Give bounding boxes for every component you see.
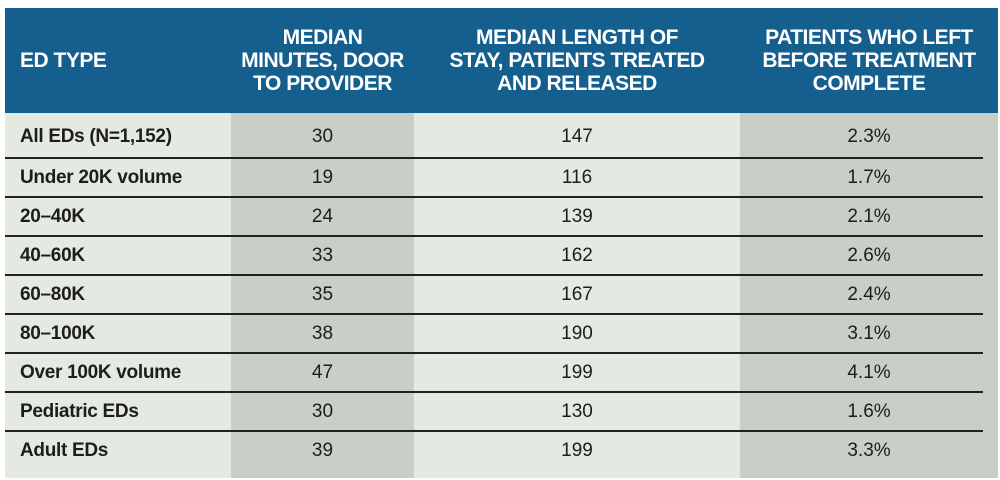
cell-median-length-of-stay: 147 <box>561 126 593 147</box>
table-header-row: ED TYPE MEDIAN MINUTES, DOOR TO PROVIDER… <box>5 8 998 113</box>
cell-left-before-treatment: 2.3% <box>847 126 891 147</box>
col-header-line: BEFORE TREATMENT <box>762 49 976 72</box>
table-row: 80–100K 38 190 3.1% <box>5 314 998 354</box>
col-header-line: ED TYPE <box>20 49 107 72</box>
cell-ed-type: 20–40K <box>20 205 85 227</box>
cell-median-length-of-stay: 199 <box>561 439 593 461</box>
cell-left-before-treatment: 2.4% <box>847 283 891 305</box>
column-background-left-before-treatment <box>740 113 998 478</box>
table-row: Under 20K volume 19 116 1.7% <box>5 158 998 198</box>
column-background-ed-type <box>5 113 231 478</box>
cell-left-before-treatment: 3.1% <box>847 322 891 344</box>
row-separator <box>5 430 983 432</box>
column-background-median-minutes <box>231 113 414 478</box>
row-separator <box>5 235 983 237</box>
cell-ed-type: 40–60K <box>20 244 85 266</box>
column-background-length-of-stay <box>414 113 740 478</box>
table-row: Over 100K volume 47 199 4.1% <box>5 353 998 393</box>
col-header-line: TO PROVIDER <box>253 72 392 95</box>
cell-median-minutes-door-to-provider: 47 <box>311 361 334 383</box>
col-header-line: PATIENTS WHO LEFT <box>765 26 973 49</box>
col-header-median-minutes-door-to-provider: MEDIAN MINUTES, DOOR TO PROVIDER <box>231 26 414 95</box>
cell-median-minutes-door-to-provider: 35 <box>311 283 334 305</box>
table-row: 60–80K 35 167 2.4% <box>5 275 998 315</box>
cell-left-before-treatment: 1.6% <box>847 400 891 422</box>
cell-left-before-treatment: 2.6% <box>847 244 891 266</box>
row-separator <box>5 196 983 198</box>
table-body: All EDs (N=1,152) 30 147 2.3% Under 20K volu… <box>5 113 998 478</box>
table-row: 20–40K 24 139 2.1% <box>5 197 998 237</box>
cell-median-minutes-door-to-provider: 19 <box>311 166 334 188</box>
cell-median-minutes-door-to-provider: 30 <box>311 126 334 147</box>
cell-median-length-of-stay: 139 <box>561 205 593 227</box>
cell-ed-type: Over 100K volume <box>20 361 182 383</box>
cell-median-length-of-stay: 116 <box>561 166 593 188</box>
col-header-line: STAY, PATIENTS TREATED <box>449 49 705 72</box>
table-rows: All EDs (N=1,152) 30 147 2.3% Under 20K volu… <box>5 113 998 470</box>
table-row: All EDs (N=1,152) 30 147 2.3% <box>5 113 998 159</box>
col-header-ed-type: ED TYPE <box>5 49 231 72</box>
cell-median-length-of-stay: 162 <box>561 244 593 266</box>
cell-median-minutes-door-to-provider: 39 <box>311 439 334 461</box>
cell-left-before-treatment: 1.7% <box>847 166 891 188</box>
row-separator <box>5 157 983 159</box>
cell-ed-type: Under 20K volume <box>20 166 183 188</box>
cell-median-minutes-door-to-provider: 24 <box>311 205 334 227</box>
cell-left-before-treatment: 3.3% <box>847 439 891 461</box>
cell-ed-type: Pediatric EDs <box>20 400 139 422</box>
cell-ed-type: All EDs (N=1,152) <box>20 126 172 147</box>
table-row: Pediatric EDs 30 130 1.6% <box>5 392 998 432</box>
col-header-line: MEDIAN <box>282 26 363 49</box>
table-row: Adult EDs 39 199 3.3% <box>5 431 998 470</box>
cell-median-length-of-stay: 167 <box>561 283 593 305</box>
cell-ed-type: 80–100K <box>20 322 96 344</box>
cell-ed-type: 60–80K <box>20 283 85 305</box>
cell-median-minutes-door-to-provider: 33 <box>311 244 334 266</box>
row-separator <box>5 352 983 354</box>
col-header-line: MEDIAN LENGTH OF <box>476 26 679 49</box>
ed-performance-table: ED TYPE MEDIAN MINUTES, DOOR TO PROVIDER… <box>5 8 998 478</box>
cell-median-length-of-stay: 130 <box>561 400 593 422</box>
table-row: 40–60K 33 162 2.6% <box>5 236 998 276</box>
col-header-line: COMPLETE <box>812 72 926 95</box>
col-header-line: AND RELEASED <box>497 72 657 95</box>
col-header-line: MINUTES, DOOR <box>241 49 404 72</box>
cell-ed-type: Adult EDs <box>20 439 109 461</box>
cell-left-before-treatment: 4.1% <box>847 361 891 383</box>
cell-median-minutes-door-to-provider: 30 <box>311 400 334 422</box>
col-header-patients-left-before-treatment: PATIENTS WHO LEFT BEFORE TREATMENT COMPL… <box>740 26 998 95</box>
cell-median-minutes-door-to-provider: 38 <box>311 322 334 344</box>
cell-left-before-treatment: 2.1% <box>847 205 891 227</box>
cell-median-length-of-stay: 199 <box>561 361 593 383</box>
row-separator <box>5 391 983 393</box>
row-separator <box>5 313 983 315</box>
row-separator <box>5 274 983 276</box>
col-header-median-length-of-stay: MEDIAN LENGTH OF STAY, PATIENTS TREATED … <box>414 26 740 95</box>
cell-median-length-of-stay: 190 <box>561 322 593 344</box>
